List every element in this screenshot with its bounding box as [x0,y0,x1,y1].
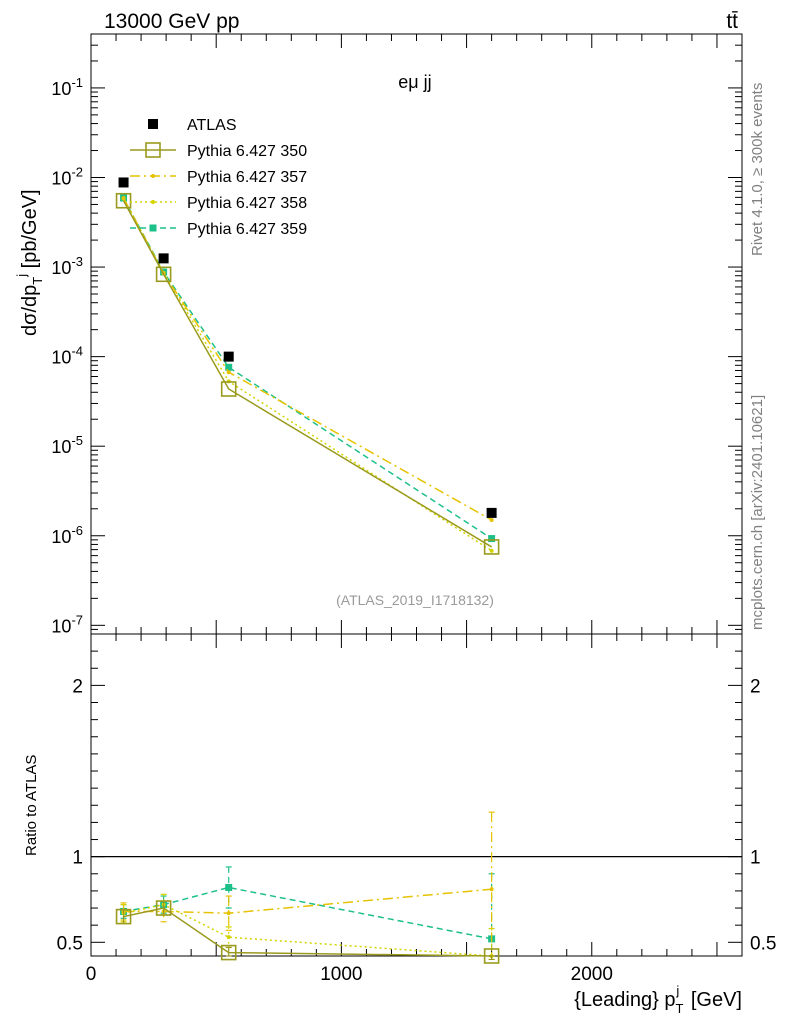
series-point [483,539,500,555]
mcplots-label: mcplots.cern.ch [arXiv:2401.10621] [749,395,766,630]
legend-label: Pythia 6.427 359 [187,221,307,238]
legend: ATLAS Pythia 6.427 350 Pythia 6.427 357 Pyt… [130,117,307,238]
process-label: tt̄ [726,10,738,33]
ratio-tick-label: 0.5 [57,933,83,954]
ratio-line [123,907,492,957]
ratio-point [225,883,233,891]
ratio-point [226,911,231,916]
y-tick-label: 10-6 [51,523,83,547]
legend-marker [151,174,155,178]
series-pythia-6-427-350 [115,192,500,964]
ratio-tick-label-right: 2 [750,676,761,697]
legend-marker [145,142,161,158]
series-point [121,196,126,201]
ratio-point [115,908,132,925]
chart-title: eμ jj [398,72,431,92]
legend-label: Pythia 6.427 357 [187,169,307,186]
ratio-tick-label: 1 [72,848,83,869]
atlas-data-point [118,177,129,188]
main-y-axis: 10-7 10-6 10-5 10-4 10-3 10-2 10-1 [51,33,742,636]
atlas-data [118,177,497,518]
energy-label: 13000 GeV pp [104,10,239,33]
ratio-line [123,888,492,914]
series-pythia-6-427-358 [120,196,495,958]
ratio-panel-frame [90,633,743,957]
x-axis: 0 1000 2000 [86,34,743,985]
ratio-point [489,887,494,892]
series-point [489,517,494,522]
ratio-y-axis: 0.5 0.5 1 1 2 2 [57,650,776,954]
y-tick-label: 10-1 [51,75,83,99]
y-tick-label: 10-7 [51,612,83,636]
x-axis-label: {Leading} pTj [GeV] [574,983,742,1016]
legend-label: ATLAS [187,117,237,134]
legend-marker [151,200,155,204]
series-point [488,535,496,543]
analysis-tag: (ATLAS_2019_I1718132) [336,592,494,608]
series-pythia-6-427-359 [120,194,496,957]
legend-label: Pythia 6.427 350 [187,143,307,160]
y-tick-label: 10-3 [51,254,83,278]
x-tick-label: 2000 [571,964,613,985]
y-axis-label: dσ/dpTj [pb/GeV] [14,189,45,336]
ratio-point [483,948,500,964]
ratio-point [155,900,172,916]
y-tick-label: 10-2 [51,164,83,188]
legend-entry: Pythia 6.427 357 [130,169,307,186]
x-tick-label: 0 [86,964,97,985]
legend-marker [148,119,158,129]
series-line [122,200,493,548]
legend-label: Pythia 6.427 358 [187,195,307,212]
series-pythia-6-427-357 [120,196,495,957]
legend-entry: Pythia 6.427 359 [130,221,307,238]
ratio-line [123,903,492,957]
ratio-tick-label: 2 [72,676,83,697]
series-point [489,548,494,553]
atlas-data-point [158,253,169,264]
ratio-y-axis-label: Ratio to ATLAS [23,755,40,856]
legend-entry: Pythia 6.427 350 [130,142,307,160]
series-line [122,197,492,521]
series-layer [115,177,500,964]
ratio-point [226,935,231,940]
rivet-label: Rivet 4.1.0, ≥ 300k events [749,83,766,256]
y-tick-label: 10-5 [51,433,83,457]
ratio-tick-label-right: 1 [750,848,761,869]
series-line [122,198,493,552]
legend-entry: Pythia 6.427 358 [130,195,307,212]
series-point [226,370,231,375]
x-tick-label: 1000 [320,964,362,985]
series-point [225,363,233,371]
legend-marker [149,224,157,232]
legend-entry: ATLAS [148,117,237,134]
ratio-tick-label-right: 0.5 [750,933,776,954]
y-tick-label: 10-4 [51,344,83,368]
atlas-data-point [223,351,234,362]
atlas-data-point [486,507,497,518]
series-line [122,197,493,540]
series-point [220,381,237,397]
ratio-line [123,886,492,940]
series-point [155,266,172,283]
ratio-point [220,944,237,961]
series-point [115,192,132,209]
